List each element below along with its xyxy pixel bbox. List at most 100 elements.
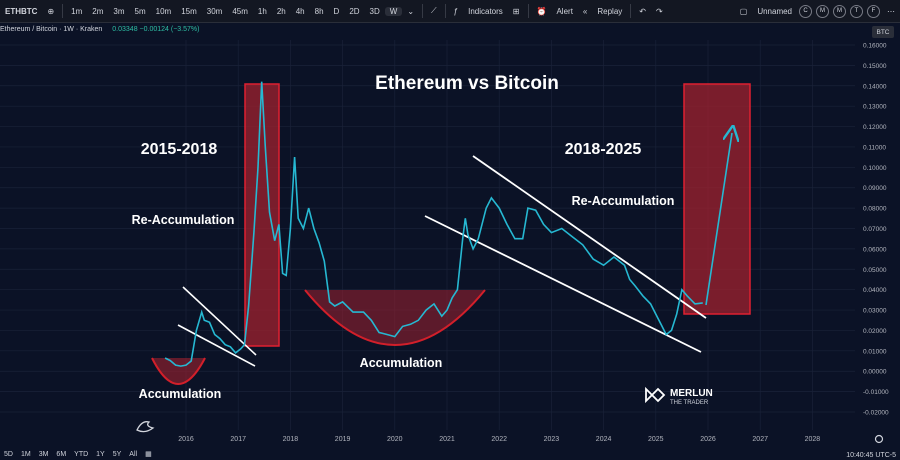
indicators-button[interactable]: Indicators [468, 6, 503, 16]
templates-icon[interactable]: ⊞ [512, 6, 520, 16]
replay-icon[interactable]: « [582, 6, 588, 16]
y-tick-label: 0.01000 [863, 348, 887, 355]
x-tick-label: 2028 [805, 436, 821, 443]
layout-name-button[interactable]: Unnamed [757, 6, 792, 16]
timeframe-2m[interactable]: 2m [92, 6, 104, 16]
redo-icon[interactable]: ↷ [655, 6, 663, 16]
logo-mark-icon [645, 386, 666, 404]
timeframe-5m[interactable]: 5m [134, 6, 146, 16]
undo-icon[interactable]: ↶ [639, 6, 646, 16]
accumulation-label-left: Accumulation [139, 387, 222, 401]
legend-title: Ethereum / Bitcoin · 1W · Kraken [0, 26, 103, 33]
logo: MERLUN THE TRADER [645, 386, 713, 406]
y-tick-label: 0.14000 [863, 83, 887, 90]
timeframe-1h[interactable]: 1h [257, 6, 267, 16]
alert-button[interactable]: Alert [556, 6, 573, 16]
highlight-box-2017 [244, 83, 280, 347]
timeframe-d[interactable]: D [333, 6, 340, 16]
timeframe-3d[interactable]: 3D [369, 6, 380, 16]
y-tick-label: 0.12000 [863, 124, 887, 131]
quick-button-1[interactable]: M [816, 4, 829, 18]
timeframe-2h[interactable]: 2h [276, 6, 286, 16]
accumulation-bowl-left-edge [151, 357, 206, 385]
drawing-tool-icon[interactable] [136, 421, 155, 433]
quick-button-0[interactable]: C [799, 4, 812, 18]
timeframe-8h[interactable]: 8h [314, 6, 324, 16]
chevron-down-icon[interactable]: ⌄ [407, 6, 415, 16]
y-tick-label: 0.07000 [863, 226, 887, 233]
replay-button[interactable]: Replay [597, 6, 623, 16]
chart-type-icon[interactable]: ⟋ [431, 6, 437, 15]
x-tick-label: 2016 [178, 436, 194, 443]
x-tick-label: 2017 [230, 436, 246, 443]
x-tick-label: 2020 [387, 436, 403, 443]
range-ytd[interactable]: YTD [74, 450, 89, 458]
quick-button-2[interactable]: M [833, 4, 846, 18]
reaccumulation-label-right: Re-Accumulation [572, 194, 675, 208]
timeframe-30m[interactable]: 30m [206, 6, 223, 16]
timeframe-15m[interactable]: 15m [181, 6, 197, 16]
y-tick-label: 0.10000 [863, 165, 887, 172]
accumulation-label-mid: Accumulation [360, 356, 443, 370]
layout-icon[interactable]: ▢ [739, 6, 748, 16]
timeframe-1m[interactable]: 1m [71, 6, 83, 16]
reaccumulation-label-left: Re-Accumulation [132, 213, 235, 227]
y-tick-label: -0.01000 [863, 389, 889, 396]
indicators-icon[interactable]: ƒ [453, 6, 459, 16]
y-tick-label: 0.04000 [863, 287, 887, 294]
more-icon[interactable]: ⋯ [887, 6, 895, 16]
y-tick-label: 0.03000 [863, 308, 887, 315]
accumulation-bowl-mid-edge [304, 289, 486, 346]
x-tick-label: 2023 [544, 436, 560, 443]
y-tick-label: 0.09000 [863, 185, 887, 192]
logo-text-sub: THE TRADER [670, 400, 709, 406]
highlight-box-2025 [683, 83, 751, 315]
range-5y[interactable]: 5Y [112, 450, 122, 458]
quick-button-4[interactable]: F [867, 4, 880, 18]
settings-icon[interactable] [874, 434, 884, 444]
time-axis: 2016 2017 2018 2019 2020 2021 2022 2023 2024 2025… [178, 436, 820, 443]
y-tick-label: 0.13000 [863, 104, 887, 111]
timeframe-3m[interactable]: 3m [113, 6, 125, 16]
range-5d[interactable]: 5D [4, 450, 13, 458]
y-tick-label: 0.11000 [863, 144, 886, 151]
range-all[interactable]: All [129, 450, 138, 458]
x-tick-label: 2019 [335, 436, 351, 443]
timeframe-list: 1m 2m 3m 5m 10m 15m 30m 45m 1h 2h 4h 8h D 2D 3D W [66, 6, 403, 16]
add-symbol-icon[interactable]: ⊕ [47, 6, 55, 16]
period-label-right: 2018-2025 [565, 141, 642, 158]
top-toolbar: ETHBTC ⊕ 1m 2m 3m 5m 10m 15m 30m 45m 1h 2h 4h 8h D 2D… [0, 0, 900, 23]
timeframe-10m[interactable]: 10m [155, 6, 172, 16]
range-6m[interactable]: 6M [56, 450, 67, 458]
symbol-search[interactable]: ETHBTC [5, 6, 38, 16]
x-tick-label: 2024 [596, 436, 612, 443]
legend-value: 0.03348 −0.00124 (−3.57%) [112, 26, 200, 33]
toolbar-divider [62, 4, 64, 18]
x-tick-label: 2026 [700, 436, 716, 443]
y-tick-label: 0.00000 [863, 369, 887, 376]
y-tick-label: 0.06000 [863, 246, 887, 253]
x-tick-label: 2021 [439, 436, 455, 443]
x-tick-label: 2027 [752, 436, 768, 443]
price-axis: 0.16000 0.15000 0.14000 0.13000 0.12000 0.110… [863, 43, 889, 417]
calendar-icon[interactable]: ▦ [145, 451, 152, 458]
range-1y[interactable]: 1Y [96, 450, 105, 458]
currency-label[interactable]: BTC [872, 26, 894, 38]
toolbar-divider [422, 4, 424, 18]
chart-title: Ethereum vs Bitcoin [375, 73, 559, 94]
timeframe-45m[interactable]: 45m [232, 6, 248, 16]
range-1m[interactable]: 1M [20, 450, 31, 458]
range-list: 5D 1M 3M 6M YTD 1Y 5Y All [0, 451, 141, 458]
timeframe-2d[interactable]: 2D [349, 6, 360, 16]
projection-arrow [705, 133, 732, 306]
quick-button-3[interactable]: T [850, 4, 863, 18]
timeframe-w[interactable]: W [384, 6, 403, 16]
range-3m[interactable]: 3M [38, 450, 49, 458]
bottom-toolbar: 5D 1M 3M 6M YTD 1Y 5Y All ▦ [0, 448, 900, 460]
alert-icon[interactable]: ⏰ [536, 6, 547, 16]
symbol-legend: Ethereum / Bitcoin · 1W · Kraken 0.03348… [0, 26, 199, 33]
y-tick-label: 0.02000 [863, 328, 887, 335]
timeframe-4h[interactable]: 4h [295, 6, 305, 16]
logo-text-main: MERLUN [670, 388, 713, 399]
